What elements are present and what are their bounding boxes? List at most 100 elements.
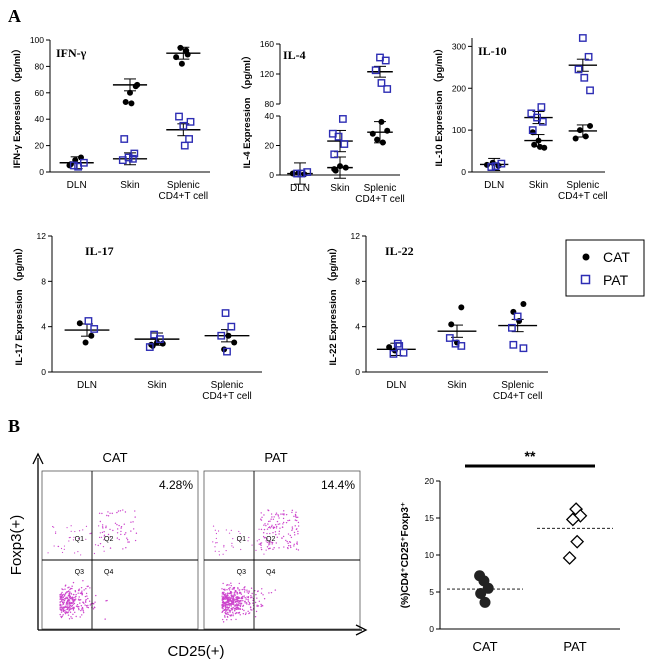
- flow-dot: [244, 613, 247, 616]
- flow-dot: [241, 608, 244, 611]
- flow-dot: [224, 608, 227, 610]
- flow-dot: [285, 539, 287, 542]
- flow-dot: [256, 540, 258, 542]
- flow-dot: [231, 542, 233, 544]
- flow-dot: [232, 597, 235, 599]
- flow-dot: [134, 510, 136, 512]
- data-point-pat: [90, 325, 99, 333]
- flow-dot: [275, 512, 278, 514]
- flow-dot: [293, 515, 295, 518]
- flow-dot: [69, 604, 72, 607]
- data-point-pat: [186, 117, 195, 126]
- flow-dot: [267, 509, 269, 511]
- flow-dot: [86, 585, 88, 588]
- flow-dot: [214, 529, 216, 531]
- flow-dot: [62, 606, 65, 608]
- flow-dot: [64, 598, 67, 600]
- data-point-pat: [124, 153, 133, 162]
- flow-dot: [71, 587, 73, 590]
- flow-dot: [77, 592, 79, 594]
- flow-dot: [227, 611, 229, 614]
- y-axis-label: IL-4 Expression （pg/ml）: [241, 51, 253, 169]
- chart-il-17: 0 4 8 12 DLN Skin Splenic CD4+T cell IL-17 Expre…: [13, 231, 262, 402]
- data-point-pat: [150, 330, 159, 339]
- flow-dot: [125, 547, 127, 549]
- flow-dot: [226, 601, 229, 604]
- flow-dot: [62, 603, 65, 605]
- x-tick-label: DLN: [77, 380, 97, 391]
- flow-dot: [248, 591, 250, 593]
- data-point-pat: [128, 154, 137, 163]
- flow-dot: [78, 530, 81, 532]
- flow-dot: [59, 593, 62, 596]
- flow-dot: [72, 613, 74, 616]
- flow-dot: [291, 526, 294, 528]
- flow-dot: [243, 588, 245, 590]
- flow-dot: [233, 594, 235, 596]
- flow-dot: [228, 589, 231, 591]
- flow-dot: [135, 532, 138, 534]
- flow-dot: [80, 586, 83, 589]
- flow-dot: [281, 537, 283, 539]
- flow-dot: [89, 604, 91, 606]
- flow-dot: [232, 614, 234, 617]
- flow-dot: [282, 513, 284, 515]
- flow-dot: [74, 596, 76, 599]
- data-point-pat: [508, 323, 516, 332]
- data-point-pat: [586, 86, 594, 95]
- chart-il-4: 0 20 40 80 120 160 DLN Skin Splenic CD4+T cell IL-…: [241, 39, 405, 205]
- flow-dot: [59, 596, 62, 598]
- y-tick-label: 200: [452, 83, 466, 93]
- y-tick-label: 12: [351, 231, 361, 241]
- flow-dot: [215, 537, 217, 540]
- flow-dot: [222, 618, 224, 621]
- flow-dot: [94, 544, 97, 546]
- data-point-pat: [570, 534, 585, 549]
- flow-dot: [116, 511, 118, 514]
- flow-dot: [79, 602, 81, 604]
- flow-dot: [268, 547, 271, 550]
- legend-pat-marker: [580, 274, 591, 285]
- data-point-cat: [479, 596, 491, 608]
- data-point-cat: [572, 135, 579, 142]
- flow-dot: [271, 516, 273, 518]
- flow-dot: [234, 590, 236, 592]
- flow-dot: [74, 552, 76, 554]
- flow-dot: [222, 601, 224, 603]
- y-tick-label: 20: [35, 141, 45, 151]
- flow-dot: [228, 532, 231, 534]
- flow-dot: [231, 588, 234, 590]
- flow-dot: [275, 527, 278, 529]
- flow-dot: [118, 538, 120, 541]
- flow-dot: [75, 595, 77, 598]
- flow-dot: [128, 541, 130, 543]
- flow-dot: [70, 605, 73, 607]
- flow-dot: [70, 596, 72, 599]
- flow-dot: [85, 605, 88, 607]
- flow-dot: [59, 613, 61, 616]
- flow-dot: [223, 591, 225, 594]
- flow-dot: [260, 512, 262, 514]
- flow-dot: [225, 602, 227, 604]
- flow-dot: [78, 596, 80, 598]
- flow-dot: [238, 596, 240, 599]
- flow-dot: [248, 536, 250, 539]
- flow-dot: [229, 614, 231, 617]
- flow-dot: [90, 532, 92, 534]
- flow-dot: [120, 533, 122, 536]
- flow-dot: [68, 590, 70, 592]
- flow-dot: [287, 547, 289, 550]
- flow-dot: [294, 534, 296, 536]
- flow-dot: [85, 525, 88, 527]
- flow-dot: [80, 592, 82, 595]
- flow-dot: [239, 602, 241, 604]
- flow-dot: [260, 519, 263, 521]
- data-point-pat: [497, 159, 506, 168]
- flow-dot: [260, 547, 262, 549]
- quadrant-label-q2: Q2: [104, 536, 113, 543]
- flow-dot: [227, 608, 229, 611]
- flow-dot: [272, 548, 274, 551]
- y-tick-label: 120: [260, 69, 274, 79]
- x-tick-label: Splenic CD4+T cell: [355, 183, 405, 205]
- flow-dot: [226, 613, 228, 615]
